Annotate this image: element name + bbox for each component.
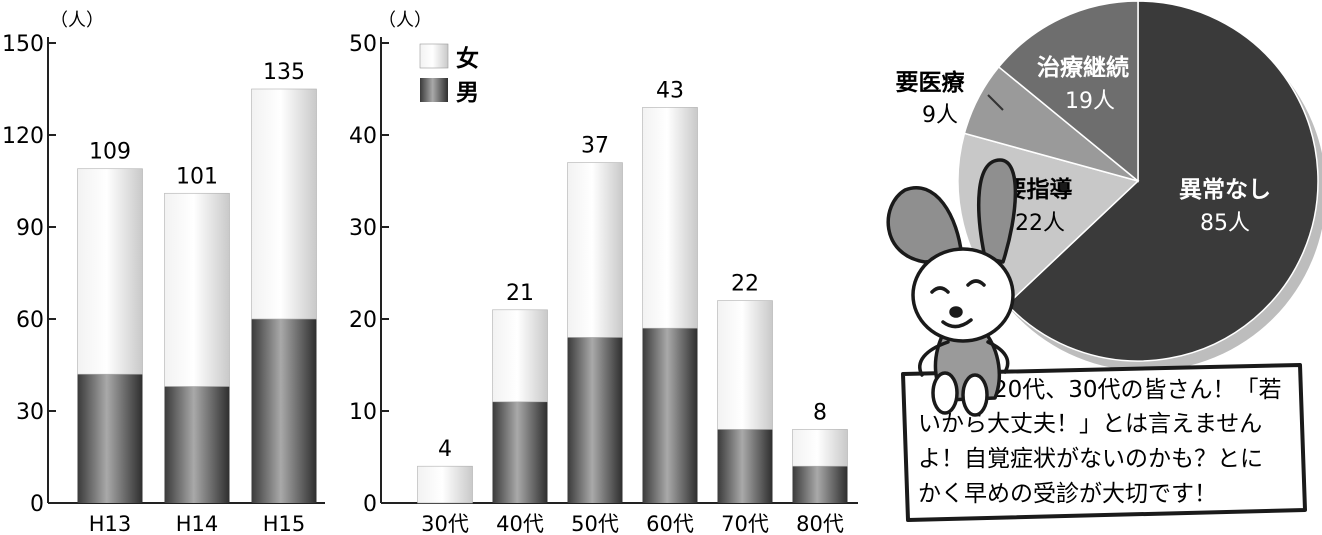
c2-bar-male [717, 429, 773, 503]
c1-total-label: 109 [89, 140, 131, 165]
c2-y-tick-label: 0 [363, 492, 377, 517]
c1-bar-male [77, 374, 143, 503]
c1-bar-female [164, 192, 230, 387]
c2-y-tick-label: 50 [349, 32, 377, 57]
c1-y-tick-label: 120 [2, 124, 44, 149]
chart2-unit-label: （人） [378, 10, 432, 31]
pie-count-medical: 9人 [922, 103, 958, 128]
c2-x-tick-label: 30代 [421, 512, 469, 535]
c2-total-label: 8 [813, 400, 827, 425]
c2-bar-female [492, 309, 548, 403]
c1-y-tick-label: 0 [30, 492, 44, 517]
c1-bar-male [251, 319, 317, 503]
chart-yearly-totals: （人） 0 30 60 90 120 150 109 101 135 H13 H14 H15 [2, 10, 325, 535]
bubble-line-4: かく早めの受診が大切です！ [918, 481, 1217, 507]
c1-x-tick-label: H15 [263, 512, 306, 535]
c2-y-tick-label: 10 [349, 400, 377, 425]
c2-total-label: 22 [731, 272, 759, 297]
c2-bar-female [642, 107, 698, 329]
c2-total-label: 37 [581, 134, 609, 159]
c1-bar-male [164, 386, 230, 503]
chart2-x-tick-labels: 30代 40代 50代 60代 70代 80代 [421, 512, 844, 535]
c2-bar-female [567, 162, 623, 338]
chart1-bars: 109 101 135 [77, 60, 317, 503]
pie-label-treatment: 治療継続 [1037, 54, 1129, 81]
c2-y-tick-label: 30 [349, 216, 377, 241]
c2-total-label: 21 [506, 281, 534, 306]
chart2-bars: 4 21 37 43 22 8 [417, 78, 848, 504]
c1-total-label: 101 [176, 164, 218, 189]
c2-bar-male [642, 328, 698, 503]
c2-bar-female [717, 300, 773, 430]
c1-y-tick-label: 60 [16, 308, 44, 333]
pie-label-normal: 異常なし [1179, 177, 1271, 203]
pie-label-medical: 要医療 [896, 69, 966, 96]
bubble-line-1: 20代、30代の皆さん！「若 [993, 377, 1282, 403]
chart1-y-tick-labels: 0 30 60 90 120 150 [2, 32, 44, 517]
c2-x-tick-label: 80代 [796, 512, 844, 535]
c2-bar-male [492, 401, 548, 503]
c2-x-tick-label: 50代 [571, 512, 619, 535]
c2-x-tick-label: 60代 [646, 512, 694, 535]
bubble-line-3: よ！自覚症状がないのかも？とに [918, 446, 1263, 472]
pie-slice-normal [1006, 0, 1319, 362]
pie-count-treatment: 19人 [1065, 89, 1115, 114]
c2-bar-male [567, 337, 623, 503]
c1-y-tick-label: 150 [2, 32, 44, 57]
c1-total-label: 135 [263, 60, 305, 85]
c2-bar-female [792, 429, 848, 467]
c2-y-tick-label: 20 [349, 308, 377, 333]
c2-y-tick-label: 40 [349, 124, 377, 149]
legend-swatch-male [420, 78, 448, 102]
c1-y-tick-label: 90 [16, 216, 44, 241]
pie-slice-treatment [997, 0, 1139, 183]
pie-leader-line [987, 94, 1004, 111]
c1-bar-female [77, 168, 143, 375]
chart-age-groups: （人） 0 10 20 30 40 50 4 21 37 43 22 8 30代 40代 50代 60代 7… [349, 10, 858, 535]
c1-x-tick-label: H14 [176, 512, 219, 535]
speech-bubble: 20代、30代の皆さん！「若 いから大丈夫！」とは言えません よ！自覚症状がない… [901, 363, 1307, 522]
c1-y-tick-label: 30 [16, 400, 44, 425]
pie-count-guidance: 22人 [1015, 211, 1065, 236]
c2-bar-female [417, 465, 473, 504]
c1-x-tick-label: H13 [89, 512, 132, 535]
chart1-unit-label: （人） [50, 10, 104, 31]
c2-total-label: 43 [656, 78, 684, 103]
c2-x-tick-label: 40代 [496, 512, 544, 535]
c2-bar-male [792, 466, 848, 503]
chart2-legend: 女 男 [419, 43, 479, 106]
pie-count-normal: 85人 [1200, 211, 1250, 236]
c1-bar-female [251, 88, 317, 320]
legend-label-female: 女 [456, 45, 479, 72]
chart1-x-tick-labels: H13 H14 H15 [89, 512, 306, 535]
chart-checkup-results-pie: 治療継続 19人 要医療 9人 要指導 22人 異常なし 85人 [896, 0, 1322, 371]
legend-swatch-female [419, 43, 449, 69]
c2-total-label: 4 [438, 437, 452, 462]
rabbit-mascot-icon [886, 158, 1018, 417]
chart2-y-tick-labels: 0 10 20 30 40 50 [349, 32, 377, 517]
legend-label-male: 男 [456, 80, 479, 106]
c2-x-tick-label: 70代 [721, 512, 769, 535]
